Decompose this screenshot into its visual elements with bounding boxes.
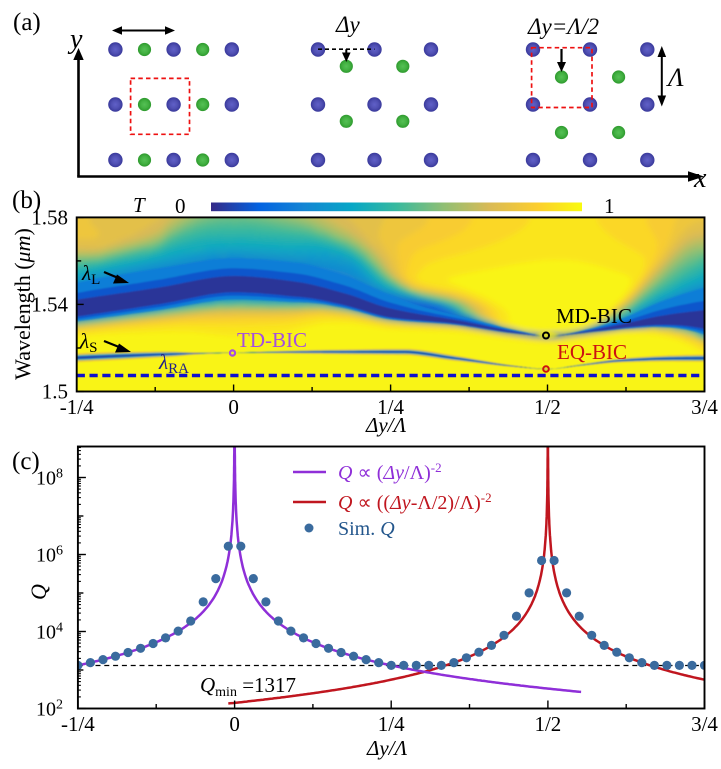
svg-text:Q ∝ ((Δy-Λ/2)/Λ)-2: Q ∝ ((Δy-Λ/2)/Λ)-2 xyxy=(338,490,492,514)
svg-text:1.5: 1.5 xyxy=(42,380,68,404)
svg-text:Qmin =1317: Qmin =1317 xyxy=(200,673,296,700)
svg-text:3/4: 3/4 xyxy=(691,712,718,736)
svg-text:1.54: 1.54 xyxy=(31,292,68,316)
svg-text:-1/4: -1/4 xyxy=(60,395,94,419)
svg-text:EQ-BIC: EQ-BIC xyxy=(557,340,627,364)
svg-text:MD-BIC: MD-BIC xyxy=(556,304,632,328)
svg-text:0: 0 xyxy=(229,712,240,736)
svg-text:Q: Q xyxy=(26,584,51,600)
svg-text:0: 0 xyxy=(175,194,186,218)
svg-text:x: x xyxy=(693,163,707,194)
svg-text:1.58: 1.58 xyxy=(31,205,68,229)
svg-text:1/4: 1/4 xyxy=(377,395,404,419)
svg-text:(c): (c) xyxy=(12,448,40,475)
svg-text:Sim. Q: Sim. Q xyxy=(338,518,395,540)
svg-text:0: 0 xyxy=(228,395,239,419)
svg-text:1/4: 1/4 xyxy=(378,712,405,736)
svg-text:y: y xyxy=(67,24,83,55)
svg-text:1/2: 1/2 xyxy=(534,395,561,419)
svg-text:Δy=Λ/2: Δy=Λ/2 xyxy=(527,14,599,39)
svg-text:(b): (b) xyxy=(12,187,41,214)
svg-text:Δy/Λ: Δy/Λ xyxy=(365,413,406,437)
svg-text:Q ∝ (Δy/Λ)-2: Q ∝ (Δy/Λ)-2 xyxy=(338,460,442,484)
svg-text:T: T xyxy=(133,193,146,217)
svg-text:1/2: 1/2 xyxy=(534,712,561,736)
svg-text:Δy: Δy xyxy=(335,12,360,37)
svg-text:Λ: Λ xyxy=(665,63,684,92)
svg-text:-1/4: -1/4 xyxy=(61,712,95,736)
svg-text:1: 1 xyxy=(604,194,615,218)
svg-text:3/4: 3/4 xyxy=(691,395,718,419)
svg-text:Δy/Λ: Δy/Λ xyxy=(366,736,407,760)
svg-text:Wavelength (μm): Wavelength (μm) xyxy=(10,228,35,380)
svg-text:TD-BIC: TD-BIC xyxy=(237,328,307,352)
svg-text:(a): (a) xyxy=(13,9,41,36)
